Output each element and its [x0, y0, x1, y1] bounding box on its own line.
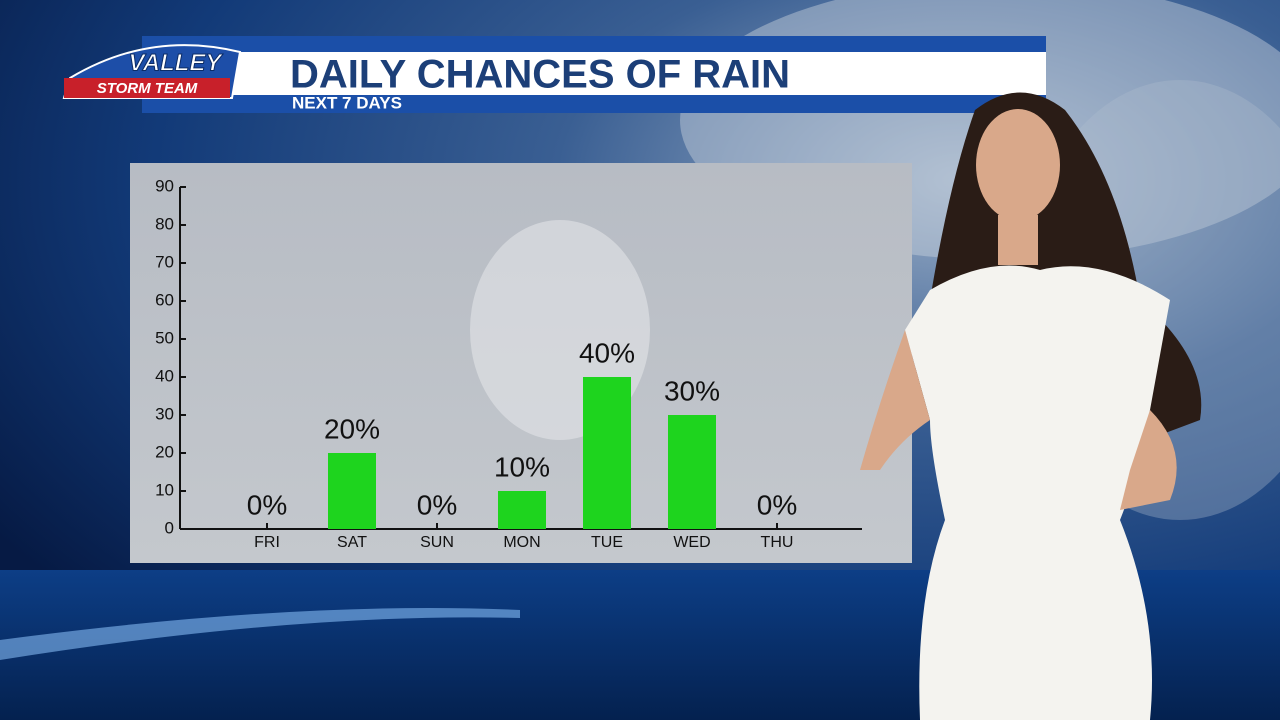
- bar: [668, 415, 716, 529]
- chart-subtitle: NEXT 7 DAYS: [292, 93, 402, 112]
- logo-bottom: STORM TEAM: [97, 80, 198, 97]
- bar: [498, 491, 546, 529]
- bar: [583, 377, 631, 529]
- logo-top: VALLEY: [129, 49, 224, 76]
- y-tick-label: 40: [155, 366, 174, 385]
- x-tick-label: SUN: [420, 534, 454, 551]
- y-tick-label: 30: [155, 404, 174, 423]
- header-strip: [142, 95, 1046, 113]
- value-label: 30%: [664, 375, 720, 406]
- x-tick-label: TUE: [591, 534, 623, 551]
- value-label: 0%: [757, 489, 797, 520]
- presenter: [860, 92, 1202, 720]
- y-tick-label: 50: [155, 328, 174, 347]
- y-tick-label: 60: [155, 290, 174, 309]
- y-tick-label: 10: [155, 480, 174, 499]
- y-tick-label: 90: [155, 176, 174, 195]
- y-tick-label: 0: [165, 518, 174, 537]
- x-tick-label: FRI: [254, 534, 280, 551]
- value-label: 10%: [494, 451, 550, 482]
- x-tick-label: THU: [761, 534, 794, 551]
- logo-strip: [64, 78, 230, 98]
- y-tick-label: 80: [155, 214, 174, 233]
- plot: 0 10 20 30 40 50 60 70 80 90 FRI 0% SAT 20% SUN 0% MON 10…: [155, 176, 797, 551]
- x-tick-label: MON: [503, 534, 540, 551]
- y-tick-label: 70: [155, 252, 174, 271]
- bar: [328, 453, 376, 529]
- x-tick-label: WED: [673, 534, 710, 551]
- value-label: 0%: [247, 489, 287, 520]
- x-tick-label: SAT: [337, 534, 367, 551]
- y-tick-label: 20: [155, 442, 174, 461]
- header-stripe: [142, 36, 1046, 52]
- chart-title: DAILY CHANCES OF RAIN: [290, 53, 790, 97]
- value-label: 20%: [324, 413, 380, 444]
- light-streak: [0, 608, 520, 660]
- value-label: 40%: [579, 337, 635, 368]
- value-label: 0%: [417, 489, 457, 520]
